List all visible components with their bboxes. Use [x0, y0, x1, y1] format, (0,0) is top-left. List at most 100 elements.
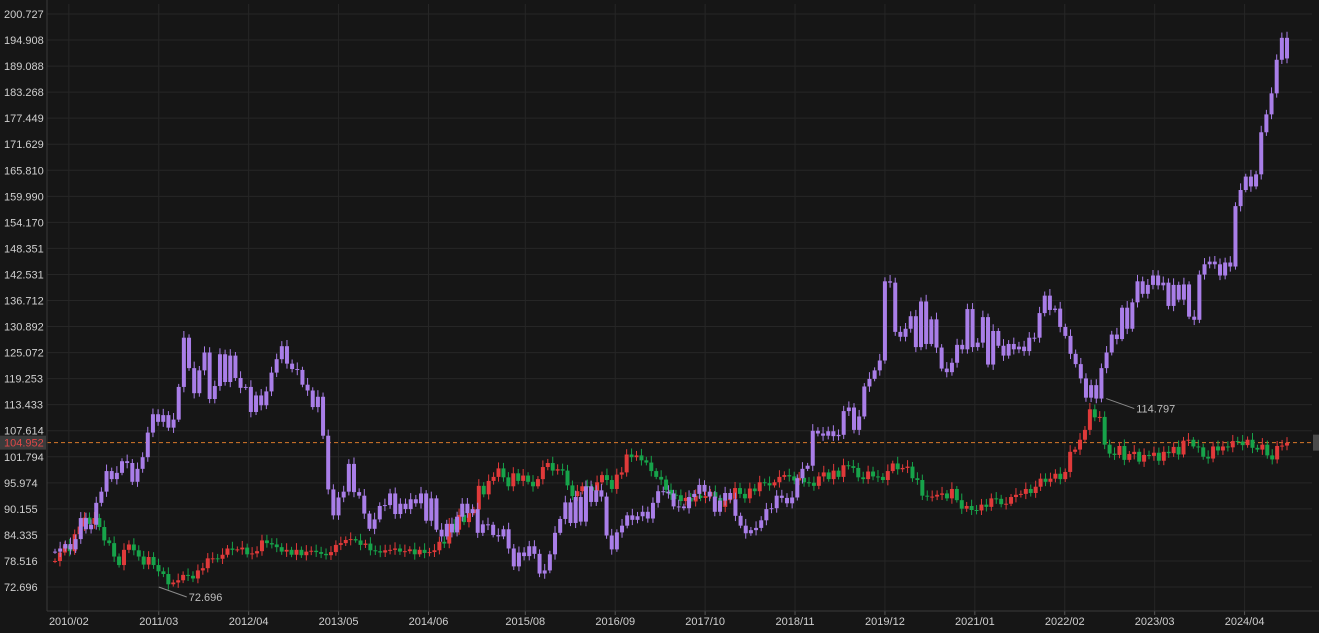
candle-body[interactable] — [697, 484, 702, 494]
candle-body[interactable] — [447, 523, 452, 544]
candle-body[interactable] — [220, 554, 225, 559]
candle-body[interactable] — [357, 492, 362, 496]
candle-body[interactable] — [866, 471, 871, 480]
candle-body[interactable] — [654, 471, 659, 477]
candle-body[interactable] — [1161, 451, 1166, 461]
candle-body[interactable] — [815, 430, 820, 434]
candle-body[interactable] — [408, 499, 413, 510]
candle-body[interactable] — [442, 541, 447, 544]
candle-body[interactable] — [212, 386, 217, 400]
candle-body[interactable] — [429, 498, 434, 521]
candle-body[interactable] — [811, 482, 816, 486]
candle-body[interactable] — [1092, 409, 1097, 418]
candle-body[interactable] — [294, 549, 299, 555]
candle-body[interactable] — [568, 502, 573, 523]
candle-body[interactable] — [393, 548, 398, 550]
candle-body[interactable] — [372, 519, 377, 529]
candle-body[interactable] — [1156, 452, 1161, 461]
candle-body[interactable] — [777, 476, 782, 483]
candle-body[interactable] — [501, 529, 506, 537]
candle-body[interactable] — [486, 524, 491, 526]
candle-body[interactable] — [599, 490, 604, 497]
candle-body[interactable] — [1114, 334, 1119, 340]
candle-body[interactable] — [413, 499, 418, 504]
candle-body[interactable] — [929, 319, 934, 344]
candle-body[interactable] — [475, 509, 480, 533]
candle-body[interactable] — [1048, 478, 1053, 482]
candle-body[interactable] — [506, 477, 511, 487]
candle-body[interactable] — [496, 535, 501, 537]
candle-body[interactable] — [480, 524, 485, 533]
candle-body[interactable] — [367, 513, 372, 529]
candle-body[interactable] — [1022, 346, 1027, 352]
candle-body[interactable] — [121, 549, 126, 566]
candle-body[interactable] — [304, 551, 309, 556]
candle-body[interactable] — [1018, 493, 1023, 495]
candle-body[interactable] — [656, 491, 661, 503]
candle-body[interactable] — [255, 551, 260, 554]
candle-body[interactable] — [1109, 334, 1114, 353]
candle-body[interactable] — [687, 497, 692, 509]
candle-body[interactable] — [1196, 446, 1201, 448]
candle-body[interactable] — [1171, 446, 1176, 454]
candle-body[interactable] — [1206, 456, 1211, 459]
candle-body[interactable] — [1016, 346, 1021, 350]
candle-body[interactable] — [583, 486, 588, 522]
candle-body[interactable] — [1233, 206, 1238, 267]
candle-body[interactable] — [171, 419, 176, 428]
candle-body[interactable] — [1099, 368, 1104, 399]
candle-body[interactable] — [87, 517, 92, 524]
candle-body[interactable] — [254, 395, 259, 412]
candle-body[interactable] — [496, 468, 501, 477]
candle-body[interactable] — [1285, 442, 1289, 446]
candle-body[interactable] — [1117, 446, 1122, 455]
candle-body[interactable] — [1255, 447, 1260, 450]
candle-body[interactable] — [1259, 132, 1264, 175]
candle-body[interactable] — [452, 523, 457, 530]
candle-body[interactable] — [1216, 446, 1221, 451]
candle-body[interactable] — [120, 461, 125, 473]
candle-body[interactable] — [1217, 264, 1222, 276]
candle-body[interactable] — [486, 480, 491, 495]
candle-body[interactable] — [146, 556, 151, 565]
candle-body[interactable] — [388, 549, 393, 551]
candle-body[interactable] — [573, 497, 578, 523]
candle-body[interactable] — [558, 518, 563, 533]
candle-body[interactable] — [759, 520, 764, 528]
candle-body[interactable] — [723, 492, 728, 501]
candle-body[interactable] — [565, 470, 570, 486]
candle-body[interactable] — [1280, 445, 1285, 447]
candle-body[interactable] — [594, 490, 599, 502]
candle-body[interactable] — [1243, 176, 1248, 191]
candle-body[interactable] — [305, 384, 310, 391]
candle-body[interactable] — [259, 540, 264, 552]
candle-body[interactable] — [1137, 451, 1142, 462]
candle-body[interactable] — [935, 494, 940, 497]
candle-body[interactable] — [300, 369, 305, 385]
candle-body[interactable] — [975, 342, 980, 348]
candle-body[interactable] — [1053, 308, 1058, 310]
candle-body[interactable] — [625, 515, 630, 526]
candle-body[interactable] — [1053, 473, 1058, 479]
candle-body[interactable] — [880, 476, 885, 481]
candle-body[interactable] — [856, 467, 861, 478]
candle-body[interactable] — [1027, 337, 1032, 352]
candle-body[interactable] — [1254, 174, 1259, 187]
candle-body[interactable] — [862, 386, 867, 417]
candle-body[interactable] — [200, 568, 205, 571]
candle-body[interactable] — [295, 369, 300, 371]
candle-body[interactable] — [1004, 503, 1009, 505]
candle-body[interactable] — [980, 317, 985, 343]
candle-body[interactable] — [1011, 343, 1016, 350]
candle-body[interactable] — [1269, 93, 1274, 115]
candle-body[interactable] — [1089, 385, 1094, 398]
candle-body[interactable] — [634, 455, 639, 458]
candle-body[interactable] — [186, 574, 191, 576]
candle-body[interactable] — [114, 472, 119, 480]
candle-body[interactable] — [353, 539, 358, 541]
candle-body[interactable] — [882, 281, 887, 361]
candle-body[interactable] — [806, 482, 811, 484]
candle-body[interactable] — [836, 434, 841, 437]
candle-body[interactable] — [94, 502, 99, 525]
candle-body[interactable] — [664, 479, 669, 490]
